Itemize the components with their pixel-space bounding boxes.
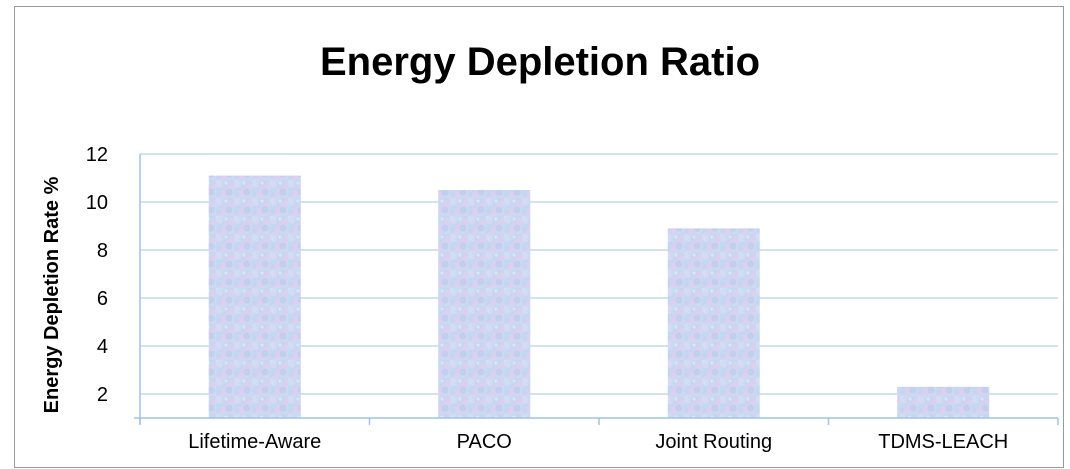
chart-title: Energy Depletion Ratio bbox=[320, 40, 760, 84]
x-category-label: TDMS-LEACH bbox=[878, 431, 1008, 453]
x-category-label: Lifetime-Aware bbox=[188, 431, 321, 453]
bars bbox=[208, 175, 990, 418]
bar-joint-routing bbox=[667, 228, 760, 418]
y-tick-label: 2 bbox=[97, 384, 108, 406]
y-tick-label: 6 bbox=[97, 288, 108, 310]
y-axis-ticks: 2 4 6 8 10 12 bbox=[86, 144, 108, 406]
bar-paco bbox=[438, 190, 531, 418]
y-tick-label: 12 bbox=[86, 144, 108, 166]
y-tick-label: 10 bbox=[86, 192, 108, 214]
x-category-label: PACO bbox=[457, 431, 512, 453]
y-tick-label: 8 bbox=[97, 240, 108, 262]
y-axis-label: Energy Depletion Rate % bbox=[41, 176, 63, 413]
axes bbox=[134, 154, 1059, 425]
y-tick-label: 4 bbox=[97, 336, 108, 358]
x-category-label: Joint Routing bbox=[655, 431, 772, 453]
chart-frame bbox=[14, 6, 1064, 468]
bar-tdms-leach bbox=[897, 386, 990, 418]
x-axis-categories: Lifetime-Aware PACO Joint Routing TDMS-LEAC… bbox=[188, 431, 1008, 453]
bar-lifetime-aware bbox=[208, 175, 301, 418]
